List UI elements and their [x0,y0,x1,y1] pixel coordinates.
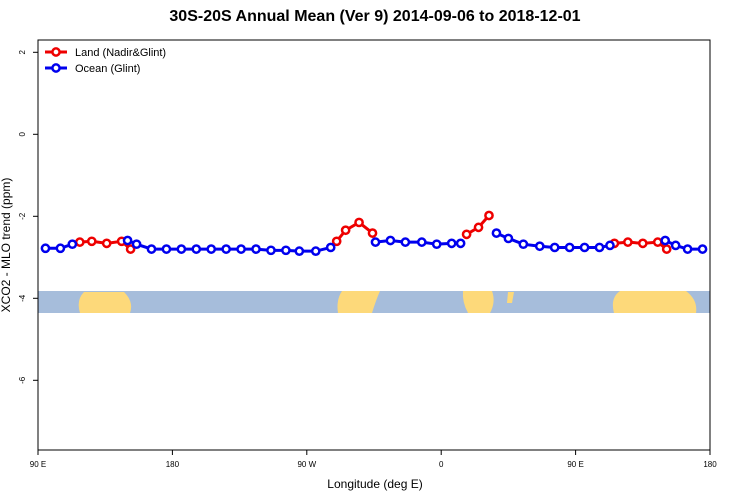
data-point [661,244,672,254]
y-tick-label: -4 [18,294,27,302]
data-point [473,222,484,233]
x-tick-label: 180 [703,460,717,469]
x-axis-title: Longitude (deg E) [327,477,422,491]
land-map [38,291,710,313]
data-point [251,244,261,254]
data-point [682,244,693,254]
legend-marker [51,47,61,57]
data-point [125,244,136,254]
legend-label: Land (Nadir&Glint) [75,47,166,59]
data-point [55,243,66,254]
data-point [191,244,202,254]
data-point [310,246,321,256]
data-point [206,244,217,254]
data-point [281,245,291,256]
data-point [446,238,457,249]
data-point [660,235,671,246]
data-point [101,238,112,249]
data-point [503,233,514,244]
data-point [325,242,336,253]
x-tick-label: 90 E [567,460,583,469]
data-point [385,235,396,246]
data-point [74,237,85,247]
data-point [461,229,472,240]
data-point [146,244,157,254]
legend-marker [51,63,61,73]
x-tick-label: 0 [439,460,444,469]
data-point [331,236,342,247]
data-point [652,237,663,247]
data-point [294,246,305,256]
data-point [697,244,708,254]
continent [337,291,380,313]
data-point [86,236,97,247]
y-axis-title: XCO2 - MLO trend (ppm) [0,178,13,313]
y-tick-label: 0 [18,132,27,137]
data-point [564,242,575,253]
data-point [491,228,502,238]
continent [462,291,494,313]
data-point [594,242,605,253]
data-point [176,244,187,254]
data-point [122,235,133,246]
data-point [605,240,615,251]
data-point [416,237,427,247]
data-point [455,238,466,249]
y-tick-label: 2 [18,50,27,55]
continent [78,292,132,313]
data-point [266,245,276,256]
data-point [131,239,142,250]
chart-title: 30S-20S Annual Mean (Ver 9) 2014-09-06 t… [169,8,580,25]
data-point [549,242,560,253]
continent [612,291,697,313]
data-point [534,241,545,252]
data-point [400,237,411,247]
data-point [370,237,381,247]
legend-label: Ocean (Glint) [75,63,140,75]
data-point [670,240,681,251]
data-point [221,244,232,254]
data-point [484,210,494,221]
x-tick-label: 90 W [297,460,316,469]
data-point [40,243,51,254]
data-point [236,244,246,254]
y-tick-label: -2 [18,212,27,220]
data-point [161,244,172,254]
data-point [518,239,529,250]
continent [507,292,514,303]
legend: Land (Nadir&Glint) Ocean (Glint) [45,47,166,75]
data-point [67,239,78,250]
x-tick-label: 90 E [30,460,46,469]
data-point [431,239,442,250]
data-point [340,225,351,236]
data-point [623,237,633,247]
data-point [367,228,378,238]
y-tick-label: -6 [18,376,27,384]
data-point [579,242,590,253]
data-point [354,217,364,228]
x-tick-label: 180 [166,460,180,469]
plot-frame [37,39,711,451]
data-point [637,238,648,249]
